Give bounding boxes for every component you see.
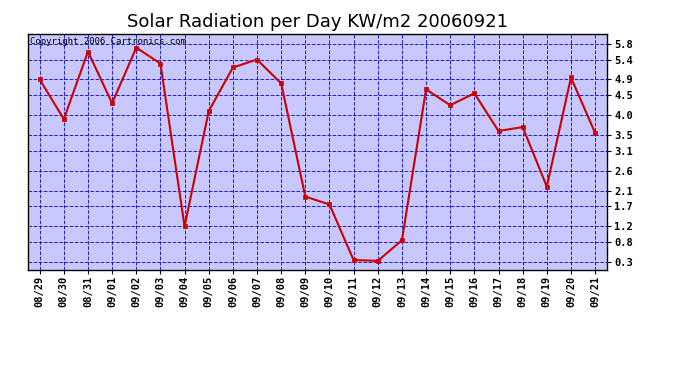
Text: Copyright 2006 Cartronics.com: Copyright 2006 Cartronics.com xyxy=(30,37,186,46)
Title: Solar Radiation per Day KW/m2 20060921: Solar Radiation per Day KW/m2 20060921 xyxy=(127,13,508,31)
